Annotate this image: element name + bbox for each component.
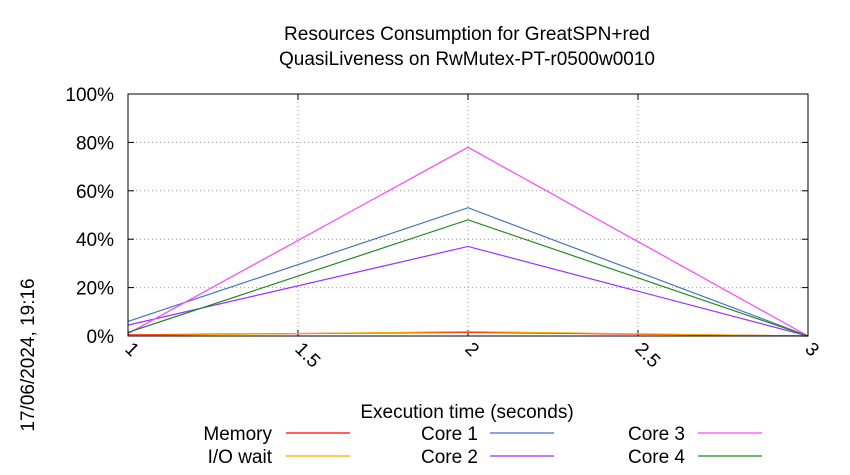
chart-title: Resources Consumption for GreatSPN+red (284, 24, 650, 45)
y-tick-label: 80% (76, 133, 114, 154)
y-tick-label: 40% (76, 230, 114, 251)
series-line-core-1 (127, 207, 809, 337)
series-line-core-3 (127, 146, 809, 337)
legend-label-core-1: Core 1 (421, 424, 478, 445)
series-line-core-4 (127, 219, 809, 337)
x-tick-label: 3 (800, 339, 822, 361)
y-tick-labels: 0% 20% 40% 60% 80% 100% (65, 85, 114, 348)
plot-frame (127, 93, 809, 337)
x-tick-label: 1.5 (290, 339, 324, 373)
legend-label-core-2: Core 2 (421, 447, 478, 468)
x-tick-label: 1 (120, 339, 142, 361)
legend-label-memory: Memory (203, 424, 272, 445)
timestamp-label: 17/06/2024, 19:16 (18, 278, 39, 431)
x-tick-labels: 1 1.5 2 2.5 3 (120, 339, 822, 373)
series-lines (127, 146, 809, 337)
y-tick-label: 0% (87, 327, 115, 348)
x-tick-label: 2 (460, 339, 482, 361)
grid (127, 93, 809, 337)
chart-subtitle: QuasiLiveness on RwMutex-PT-r0500w0010 (279, 49, 655, 70)
y-tick-label: 60% (76, 182, 114, 203)
x-tick-label: 2.5 (630, 339, 664, 373)
y-tick-label: 20% (76, 279, 114, 300)
legend-label-i-o-wait: I/O wait (208, 447, 273, 468)
y-tick-label: 100% (65, 85, 114, 106)
x-axis-label: Execution time (seconds) (360, 402, 573, 423)
series-line-core-2 (127, 245, 809, 337)
legend-label-core-3: Core 3 (628, 424, 685, 445)
legend-label-core-4: Core 4 (628, 447, 685, 468)
series-line-i-o-wait (127, 331, 809, 337)
